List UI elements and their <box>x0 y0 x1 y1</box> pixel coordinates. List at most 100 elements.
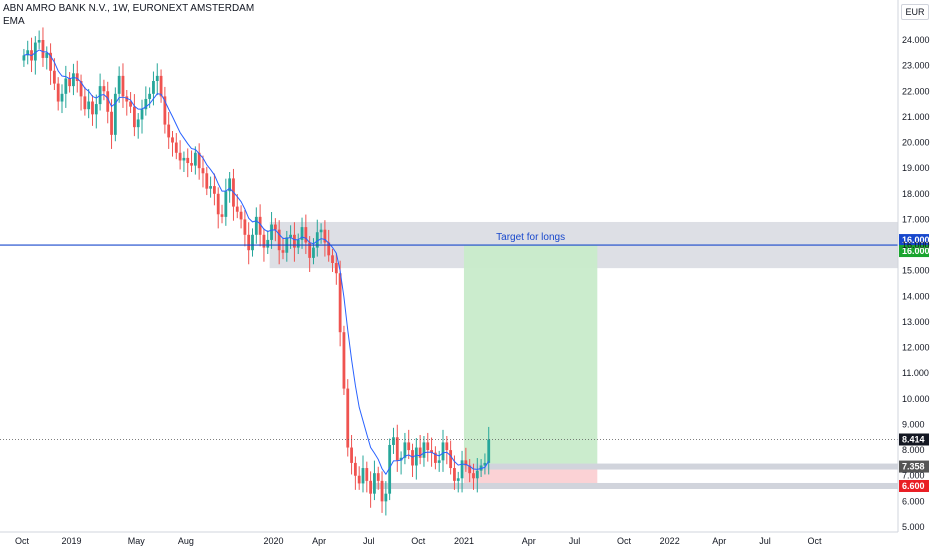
candle-body <box>262 234 266 248</box>
candle-body <box>327 242 331 256</box>
x-tick-label: Apr <box>312 536 326 546</box>
candle-body <box>350 447 353 463</box>
candle-body <box>369 480 373 494</box>
candle-body <box>190 163 193 166</box>
y-tick-label: 19.000 <box>902 163 930 173</box>
y-tick-label: 20.000 <box>902 138 930 148</box>
candle-body <box>33 42 37 61</box>
stop-band <box>372 482 898 489</box>
badge-target-bg <box>899 245 929 258</box>
candle-body <box>87 101 91 110</box>
candle-body <box>60 93 64 102</box>
candle-body <box>414 447 418 466</box>
candle-body <box>243 219 247 235</box>
badge-target: 16.000 <box>902 246 930 256</box>
candle-body <box>468 465 472 474</box>
y-tick-label: 21.000 <box>902 112 930 122</box>
candle-body <box>373 473 376 494</box>
candle-body <box>171 137 174 143</box>
candle-body <box>437 460 441 463</box>
candle-body <box>266 239 270 248</box>
candle-body <box>49 52 52 71</box>
candle-body <box>228 178 232 192</box>
candle-body <box>296 239 300 248</box>
candle-body <box>384 493 388 502</box>
candle-body <box>52 70 56 84</box>
y-tick-label: 15.000 <box>902 266 930 276</box>
candle-body <box>464 460 468 466</box>
badge-entry: 7.358 <box>902 462 925 472</box>
x-tick-label: 2020 <box>263 536 283 546</box>
candle-body <box>338 273 342 333</box>
indicator-legend-ema[interactable]: EMA <box>3 16 25 27</box>
candle-body <box>201 168 205 174</box>
x-tick-label: Oct <box>15 536 30 546</box>
candle-body <box>159 75 163 97</box>
badge-entry-bg <box>899 460 929 473</box>
candles-layer <box>22 27 491 516</box>
entry-band <box>463 463 898 470</box>
x-tick-label: Jul <box>759 536 771 546</box>
candle-body <box>334 262 338 274</box>
candle-body <box>361 468 365 484</box>
candle-body <box>224 191 228 217</box>
candle-body <box>472 473 475 479</box>
candle-body <box>331 255 334 263</box>
candle-body <box>346 388 350 448</box>
candle-body <box>281 250 285 253</box>
x-tick-label: 2022 <box>660 536 680 546</box>
candle-body <box>26 50 30 56</box>
candle-body <box>193 152 197 166</box>
candle-body <box>79 81 83 97</box>
candle-body <box>460 460 464 479</box>
badge-last-price-bg <box>899 433 929 446</box>
candle-body <box>449 450 453 469</box>
candle-body <box>315 232 319 248</box>
candle-body <box>399 457 403 461</box>
candle-body <box>197 152 201 169</box>
candle-body <box>45 52 49 58</box>
candle-body <box>293 234 296 248</box>
y-tick-label: 8.000 <box>902 445 925 455</box>
y-tick-label: 7.000 <box>902 471 925 481</box>
candle-body <box>342 332 346 389</box>
candle-body <box>235 206 239 212</box>
x-tick-label: May <box>128 536 146 546</box>
target-annotation: Target for longs <box>496 232 565 243</box>
candle-body <box>270 224 273 240</box>
badge-stop-bg <box>899 479 929 492</box>
candle-body <box>258 216 262 235</box>
candle-body <box>144 98 148 110</box>
candle-body <box>167 124 171 138</box>
candle-body <box>418 447 422 458</box>
candle-body <box>113 93 117 135</box>
candle-body <box>136 119 140 128</box>
candle-body <box>411 450 414 466</box>
candle-body <box>392 437 395 445</box>
candle-body <box>102 86 106 92</box>
candle-body <box>426 442 430 451</box>
candle-body <box>186 157 190 164</box>
y-tick-label: 11.000 <box>902 368 929 378</box>
candle-body <box>106 91 110 112</box>
y-tick-label: 10.000 <box>902 394 930 404</box>
candle-body <box>155 75 159 82</box>
y-tick-label: 18.000 <box>902 189 930 199</box>
loss-zone <box>463 466 598 486</box>
candle-body <box>441 442 445 461</box>
candle-body <box>140 109 144 120</box>
candle-body <box>91 101 94 115</box>
currency-selector[interactable]: EUR <box>901 4 929 20</box>
candle-body <box>407 442 411 451</box>
candle-body <box>380 480 384 502</box>
y-tick-label: 14.000 <box>902 291 930 301</box>
candle-body <box>247 234 251 251</box>
candle-body <box>209 186 212 189</box>
candle-body <box>205 173 209 189</box>
candle-body <box>72 73 75 87</box>
y-tick-label: 24.000 <box>902 35 930 45</box>
candle-body <box>148 93 152 99</box>
badge-target-line: 16.000 <box>902 235 930 245</box>
